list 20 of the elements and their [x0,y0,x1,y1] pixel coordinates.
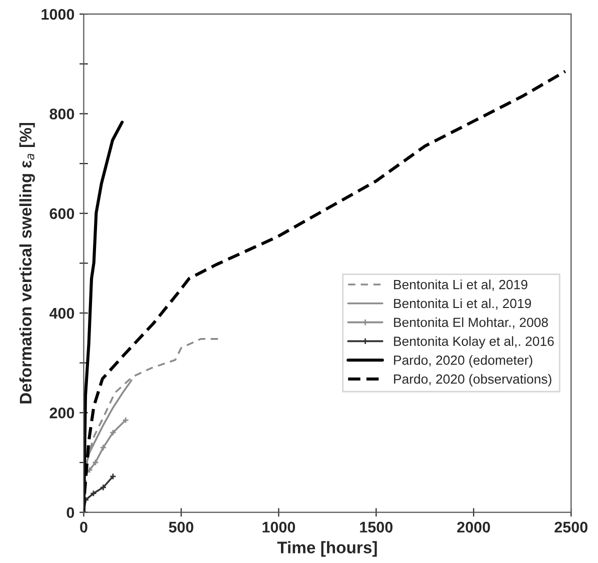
legend-label: Bentonita El Mohtar., 2008 [394,317,548,329]
x-tick-label: 1500 [360,522,393,533]
legend-label: Bentonita Li et al., 2019 [394,298,531,310]
x-axis-title: Time [hours] [277,541,377,557]
legend-label: Pardo, 2020 (observations) [394,374,552,386]
x-tick-label: 2500 [554,522,588,533]
y-tick-label: 800 [50,108,74,120]
x-tick-label: 0 [80,522,88,533]
legend-label: Bentonita Kolay et al,. 2016 [394,336,554,349]
legend-label: Pardo, 2020 (edometer) [394,355,532,368]
y-tick-label: 400 [49,308,74,319]
y-tick-label: 1000 [42,8,74,20]
y-axis-title: Deformation vertical swelling ε$_{a}$ [%] [19,122,35,404]
y-tick-label: 200 [50,408,74,418]
y-tick-label: 0 [66,507,74,518]
x-tick-label: 2000 [457,522,490,533]
y-tick-label: 600 [50,208,74,220]
x-tick-label: 1000 [262,522,296,533]
x-tick-label: 500 [168,522,194,533]
legend-label: Bentonita Li et al, 2019 [394,280,528,291]
